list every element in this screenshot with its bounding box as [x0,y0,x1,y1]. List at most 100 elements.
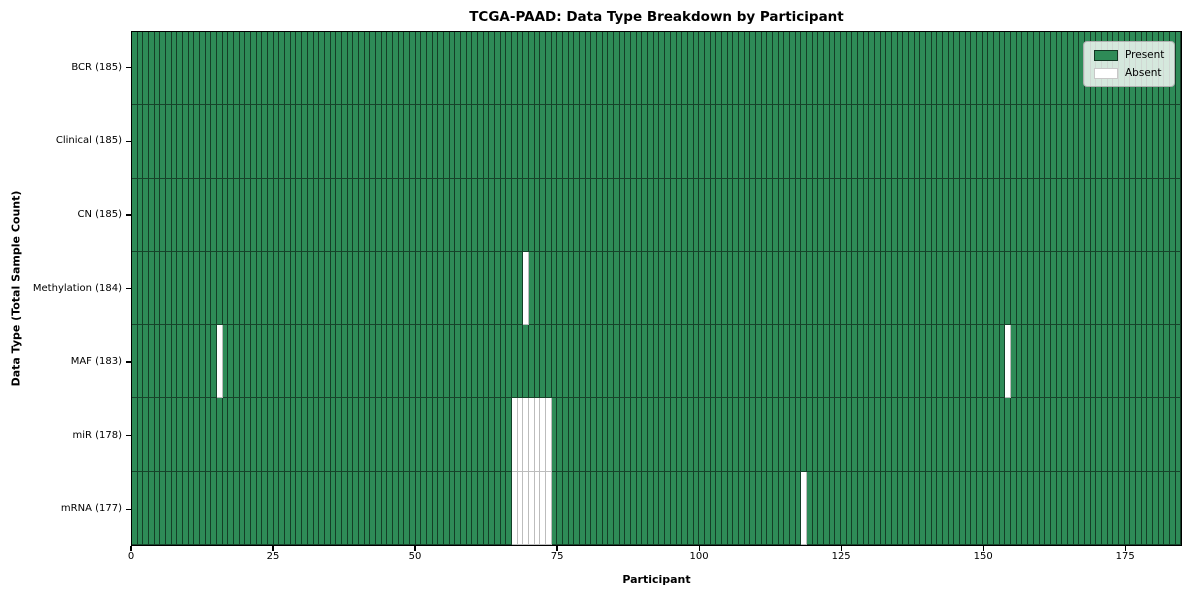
present-cell [710,325,717,399]
present-cell [1101,471,1108,545]
present-cell [324,178,331,252]
present-cell [1016,251,1023,326]
present-cell [330,105,337,179]
present-cell [886,105,893,179]
present-cell [477,105,484,179]
present-cell [721,471,728,545]
present-cell [1107,325,1114,399]
present-cell [194,325,201,399]
present-cell [500,398,507,472]
present-cell [330,398,337,472]
present-cell [818,32,824,106]
present-cell [313,178,320,252]
present-cell [1084,325,1091,399]
present-cell [1164,178,1170,252]
present-cell [358,32,365,106]
present-cell [302,471,308,545]
present-cell [937,105,944,179]
present-cell [721,105,728,179]
present-cell [1016,32,1023,106]
present-cell [194,105,201,179]
present-cell [1141,178,1148,252]
present-cell [143,398,150,472]
present-cell [455,398,461,472]
x-tick-label-100: 100 [689,551,709,562]
present-cell [188,178,195,252]
heatmap-row-miR [132,398,1182,472]
present-cell [268,471,274,545]
present-cell [738,325,745,399]
present-cell [738,471,745,545]
present-cell [1147,251,1153,326]
present-cell [455,178,461,252]
present-cell [648,105,654,179]
present-cell [392,471,399,545]
present-cell [1090,105,1097,179]
present-cell [903,105,910,179]
present-cell [285,325,291,399]
present-cell [988,325,995,399]
present-cell [234,398,240,472]
present-cell [143,251,150,326]
present-cell [1124,471,1131,545]
present-cell [659,471,666,545]
absent-cell [534,398,541,472]
present-cell [302,105,308,179]
present-cell [557,325,564,399]
x-tick-label-25: 25 [266,551,280,562]
present-cell [432,251,439,326]
present-cell [858,178,864,252]
present-cell [132,251,138,326]
present-cell [330,325,337,399]
present-cell [1079,178,1085,252]
x-tick-mark [130,546,132,551]
absent-cell [546,471,552,545]
absent-cell [540,398,547,472]
present-cell [149,32,155,106]
present-cell [262,178,269,252]
present-cell [200,32,206,106]
present-cell [222,32,229,106]
present-cell [608,32,615,106]
present-cell [954,471,961,545]
present-cell [353,251,359,326]
present-cell [1028,32,1034,106]
present-cell [568,251,575,326]
present-cell [823,178,830,252]
present-cell [1039,398,1046,472]
present-cell [1118,105,1125,179]
present-cell [166,471,172,545]
present-cell [523,105,530,179]
present-cell [1090,471,1097,545]
present-cell [1056,325,1063,399]
present-cell [772,32,779,106]
present-cell [1158,251,1165,326]
present-cell [409,32,416,106]
present-cell [404,471,410,545]
present-cell [818,398,824,472]
present-cell [506,471,513,545]
present-cell [869,105,876,179]
present-cell [415,178,422,252]
present-cell [682,398,688,472]
present-cell [676,251,683,326]
present-cell [744,398,751,472]
present-cell [200,105,206,179]
present-cell [818,325,824,399]
legend-label-absent: Absent [1125,67,1162,79]
present-cell [1005,32,1012,106]
present-cell [744,32,751,106]
present-cell [353,325,359,399]
present-cell [194,471,201,545]
present-cell [1164,398,1170,472]
present-cell [268,325,274,399]
present-cell [670,32,677,106]
present-cell [358,178,365,252]
present-cell [1124,178,1131,252]
present-cell [239,251,246,326]
present-cell [920,471,927,545]
present-cell [489,251,495,326]
present-cell [750,105,756,179]
present-cell [1028,398,1034,472]
present-swatch-icon [1094,49,1118,61]
